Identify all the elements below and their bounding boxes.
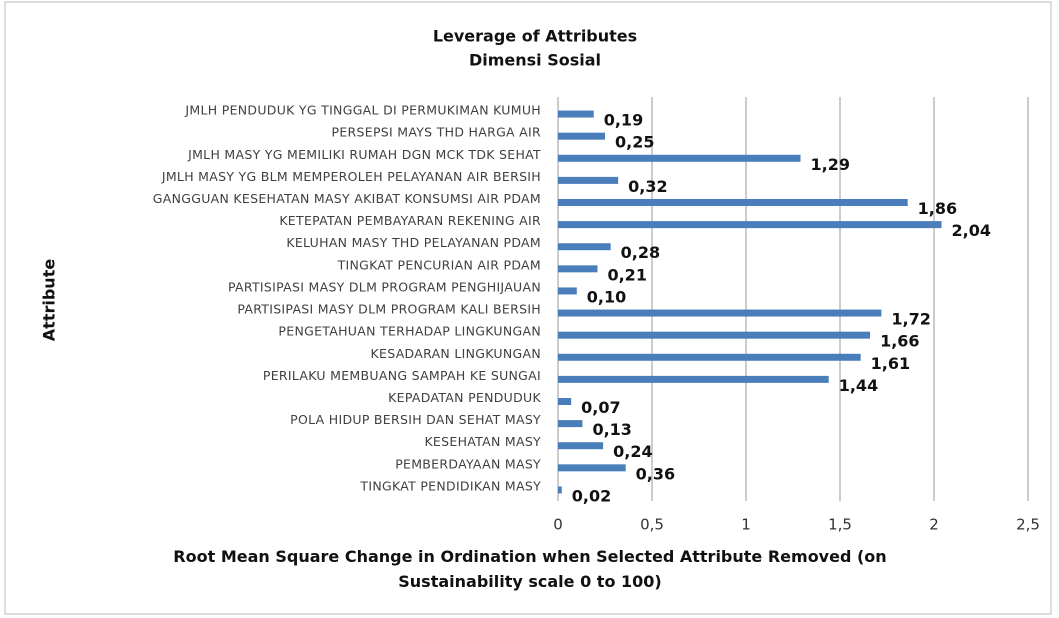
y-tick-label: PERILAKU MEMBUANG SAMPAH KE SUNGAI <box>263 368 541 383</box>
x-tick-label: 2,5 <box>1016 516 1040 534</box>
data-label: 0,25 <box>615 133 654 152</box>
y-tick-label: GANGGUAN KESEHATAN MASY AKIBAT KONSUMSI … <box>153 191 541 206</box>
bar <box>558 243 611 251</box>
data-label: 0,10 <box>587 287 626 306</box>
data-label: 0,36 <box>636 464 675 483</box>
bar <box>558 486 562 494</box>
data-label: 0,21 <box>607 265 646 284</box>
y-tick-label: KEPADATAN PENDUDUK <box>388 390 541 405</box>
y-tick-label: TINGKAT PENDIDIKAN MASY <box>359 478 541 493</box>
bar <box>558 420 583 428</box>
bar <box>558 353 861 361</box>
bar <box>558 287 577 295</box>
data-label: 1,86 <box>918 199 957 218</box>
x-tick-label: 0 <box>553 516 563 534</box>
bar <box>558 176 619 184</box>
data-label: 0,24 <box>613 442 652 461</box>
y-tick-label: JMLH MASY YG MEMILIKI RUMAH DGN MCK TDK … <box>187 147 541 162</box>
bar <box>558 154 801 162</box>
y-tick-label: PENGETAHUAN TERHADAP LINGKUNGAN <box>278 324 541 339</box>
bar <box>558 442 604 450</box>
bar <box>558 398 572 405</box>
y-tick-label: PARTISIPASI MASY DLM PROGRAM PENGHIJAUAN <box>228 279 541 294</box>
y-tick-label: KESADARAN LINGKUNGAN <box>371 346 541 361</box>
data-label: 1,66 <box>880 332 919 351</box>
x-tick-label: 0,5 <box>640 516 664 534</box>
bar <box>558 221 942 229</box>
y-axis-label: Attribute <box>40 259 59 342</box>
y-tick-label: JMLH MASY YG BLM MEMPEROLEH PELAYANAN AI… <box>161 169 541 184</box>
data-label: 0,32 <box>628 177 667 196</box>
data-label: 1,61 <box>871 354 910 373</box>
y-tick-label: KETEPATAN PEMBAYARAN REKENING AIR <box>279 213 541 228</box>
x-tick-label: 2 <box>929 516 939 534</box>
x-axis-label: Root Mean Square Change in Ordination wh… <box>173 547 887 591</box>
data-label: 0,07 <box>581 398 620 417</box>
x-tick-label: 1 <box>741 516 751 534</box>
bar <box>558 331 871 339</box>
chart-title: Leverage of Attributes <box>433 27 637 46</box>
data-label: 0,19 <box>604 111 643 130</box>
y-tick-label: PEMBERDAYAAN MASY <box>395 456 541 471</box>
bar <box>558 110 594 118</box>
chart-subtitle: Dimensi Sosial <box>469 51 601 70</box>
data-label: 2,04 <box>952 221 991 240</box>
y-tick-label: PERSEPSI MAYS THD HARGA AIR <box>332 125 542 140</box>
y-tick-label: JMLH PENDUDUK YG TINGGAL DI PERMUKIMAN K… <box>184 103 541 118</box>
x-tick-label: 1,5 <box>828 516 852 534</box>
y-tick-label: KESEHATAN MASY <box>424 434 541 449</box>
y-tick-label: PARTISIPASI MASY DLM PROGRAM KALI BERSIH <box>237 302 541 317</box>
bar <box>558 265 598 273</box>
bar <box>558 199 908 206</box>
y-tick-label: TINGKAT PENCURIAN AIR PDAM <box>337 257 541 272</box>
data-label: 1,44 <box>839 376 878 395</box>
bar <box>558 464 626 472</box>
chart-border <box>4 1 1052 615</box>
y-tick-label: POLA HIDUP BERSIH DAN SEHAT MASY <box>290 412 541 427</box>
data-label: 0,02 <box>572 486 611 505</box>
bar <box>558 309 882 317</box>
data-label: 0,13 <box>592 420 631 439</box>
y-tick-label: KELUHAN MASY THD PELAYANAN PDAM <box>286 235 541 250</box>
data-label: 1,72 <box>891 310 930 329</box>
data-label: 0,28 <box>621 243 660 262</box>
bar <box>558 132 605 140</box>
data-label: 1,29 <box>811 155 850 174</box>
bar <box>558 375 829 383</box>
